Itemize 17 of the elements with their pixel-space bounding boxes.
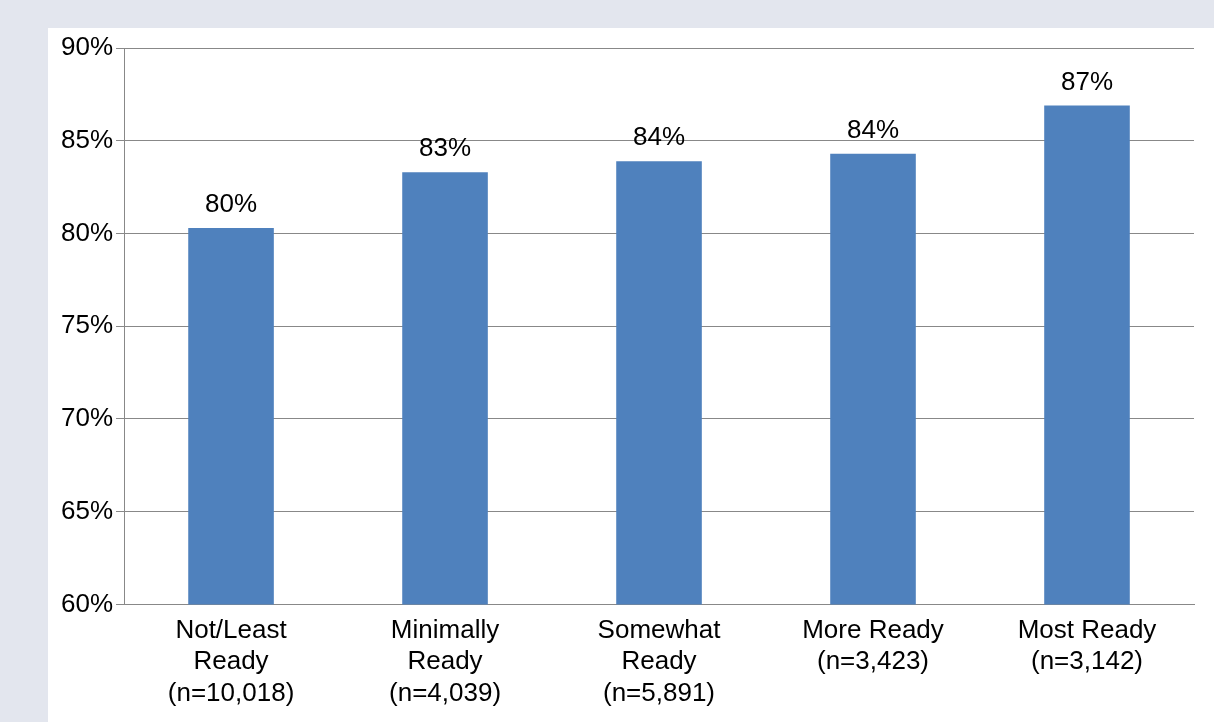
- y-tick-label: 65%: [60, 494, 114, 525]
- y-tick-label: 90%: [60, 31, 114, 62]
- data-label: 84%: [846, 113, 900, 144]
- x-tick-label: Most Ready (n=3,142): [1017, 614, 1157, 676]
- data-label: 87%: [1060, 65, 1114, 96]
- y-tick-label: 70%: [60, 402, 114, 433]
- data-label: 83%: [419, 132, 472, 163]
- x-tick-label: Minimally Ready (n=4,039): [389, 614, 502, 707]
- y-tick-label: 85%: [60, 123, 114, 154]
- data-label: 80%: [205, 188, 258, 219]
- x-tick-label: Somewhat Ready (n=5,891): [597, 614, 722, 707]
- x-tick-label: Not/Least Ready (n=10,018): [167, 614, 295, 707]
- x-tick-label: More Ready (n=3,423): [802, 614, 944, 676]
- y-tick-label: 60%: [60, 587, 114, 618]
- data-label: 84%: [633, 121, 686, 152]
- y-tick-label: 75%: [60, 309, 114, 340]
- y-tick-label: 80%: [60, 216, 114, 247]
